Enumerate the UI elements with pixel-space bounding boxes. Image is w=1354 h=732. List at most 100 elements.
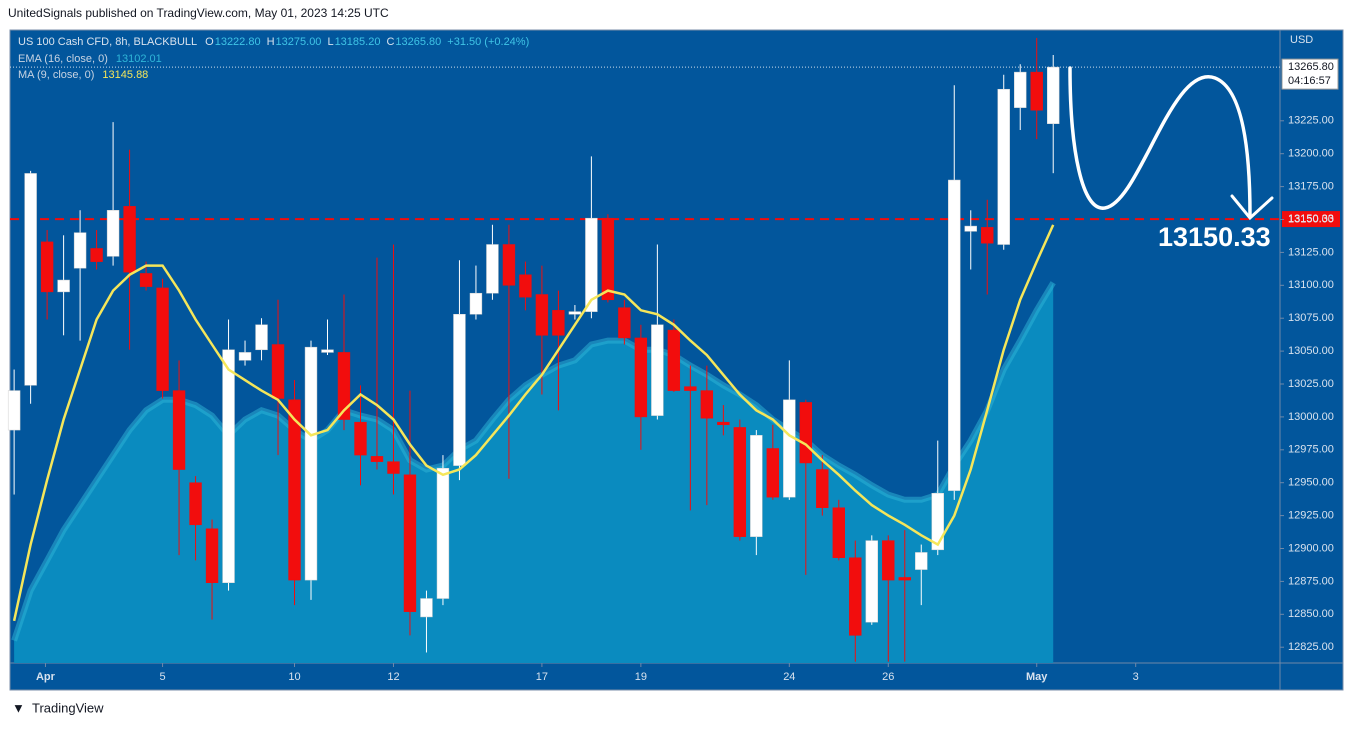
candle-body [238, 352, 252, 361]
candle-body [618, 307, 631, 339]
candle-body [997, 88, 1010, 245]
ema-area [14, 282, 1054, 663]
candle-body [717, 421, 730, 426]
candle-body [651, 324, 664, 416]
y-tick-label: 13125.00 [1288, 246, 1334, 258]
y-tick-label: 13200.00 [1288, 148, 1334, 160]
price-label: 13265.80 [1288, 61, 1334, 73]
candle-body [1014, 71, 1027, 108]
candle-body [552, 310, 565, 336]
y-tick-label: 12875.00 [1288, 575, 1334, 587]
candle-body [321, 349, 334, 353]
candle-body [667, 329, 681, 391]
x-tick-label: 3 [1133, 671, 1139, 683]
candle-body [40, 241, 54, 293]
y-tick-label: 13050.00 [1288, 345, 1334, 357]
candle-body [964, 225, 977, 232]
candle-body [783, 399, 796, 498]
candle-body [57, 279, 70, 293]
ohlc-value: 13275.00 [276, 36, 322, 48]
candle-body [73, 232, 87, 269]
ohlc-value: 13265.80 [395, 36, 441, 48]
candle-body [882, 540, 895, 581]
indicator-name: MA (9, close, 0) [18, 69, 94, 81]
candle-body [288, 399, 301, 581]
x-tick-label: 5 [160, 671, 166, 683]
candle-body [7, 390, 21, 431]
y-tick-label: 13000.00 [1288, 411, 1334, 423]
candle-body [634, 337, 648, 418]
candle-body [436, 467, 450, 599]
y-tick-label: 12900.00 [1288, 542, 1334, 554]
candle-body [849, 557, 862, 636]
candle-body [948, 179, 961, 491]
candle-body [90, 248, 103, 262]
candle-body [24, 173, 37, 386]
y-tick-label: 13225.00 [1288, 115, 1334, 127]
ohlc-value: 13222.80 [215, 36, 261, 48]
candle-body [354, 421, 367, 456]
ohlc-change: +31.50 (+0.24%) [447, 36, 529, 48]
ohlc-name: C [386, 36, 394, 48]
candle-body [172, 390, 186, 470]
x-tick-label: 24 [783, 671, 795, 683]
plot: 13150.33 13150.33 13265.80 04:16:57 [7, 37, 1340, 663]
x-tick-label: 26 [882, 671, 894, 683]
publisher: UnitedSignals published on TradingView.c… [8, 6, 389, 20]
y-tick-label: 12850.00 [1288, 608, 1334, 620]
candle-body [1030, 71, 1043, 111]
candle-body [733, 427, 747, 537]
candle-body [205, 528, 219, 583]
candle-body [816, 469, 829, 508]
candle-body [750, 435, 763, 537]
price-label-box [1281, 58, 1339, 90]
candle-body [585, 217, 598, 312]
candle-body [931, 492, 944, 551]
indicator-value: 13102.01 [116, 53, 162, 65]
candle-body [420, 598, 433, 618]
candle-body [387, 461, 400, 474]
y-tick-label: 12825.00 [1288, 641, 1334, 653]
level-label-box [1282, 211, 1340, 228]
y-tick-label: 13025.00 [1288, 378, 1334, 390]
candle-body [502, 244, 516, 286]
ohlc-value: 13185.20 [335, 36, 381, 48]
legend-title: US 100 Cash CFD, 8h, BLACKBULL [18, 36, 197, 48]
footer-logo: TradingView [32, 700, 104, 715]
legend: US 100 Cash CFD, 8h, BLACKBULL O 13222.80 H… [18, 36, 529, 81]
ohlc-name: H [267, 36, 275, 48]
y-tick-label: 13100.00 [1288, 279, 1334, 291]
candle-body [123, 206, 136, 273]
y-tick-label: 12950.00 [1288, 477, 1334, 489]
candle-body [981, 227, 994, 244]
arrow-head [1230, 194, 1274, 221]
y-tick-label: 12975.00 [1288, 444, 1334, 456]
price-countdown: 04:16:57 [1288, 75, 1331, 87]
candle-body [535, 294, 549, 336]
y-tick-label: 12925.00 [1288, 510, 1334, 522]
y-tick-label: 13150.00 [1288, 213, 1334, 225]
candle-body [106, 210, 120, 257]
indicator-value: 13145.88 [102, 69, 148, 81]
candle-body [568, 311, 582, 315]
x-tick-label: 17 [536, 671, 548, 683]
ohlc-name: O [205, 36, 214, 48]
level-label: 13150.33 [1288, 213, 1334, 225]
candle-body [1047, 66, 1060, 124]
ema-line [11, 281, 1056, 642]
candle-body [799, 402, 812, 464]
candle-body [370, 456, 384, 462]
ma-line [12, 224, 1055, 622]
candle-body [486, 244, 499, 294]
y-tick-label: 13175.00 [1288, 181, 1334, 193]
x-tick-label: 12 [387, 671, 399, 683]
candle-body [832, 507, 845, 558]
candle-body [601, 217, 615, 301]
candle-body [222, 349, 235, 583]
y-tick-label: 13075.00 [1288, 312, 1334, 324]
candle-body [271, 344, 285, 399]
candle-body [156, 287, 169, 391]
candle-body [403, 474, 417, 612]
